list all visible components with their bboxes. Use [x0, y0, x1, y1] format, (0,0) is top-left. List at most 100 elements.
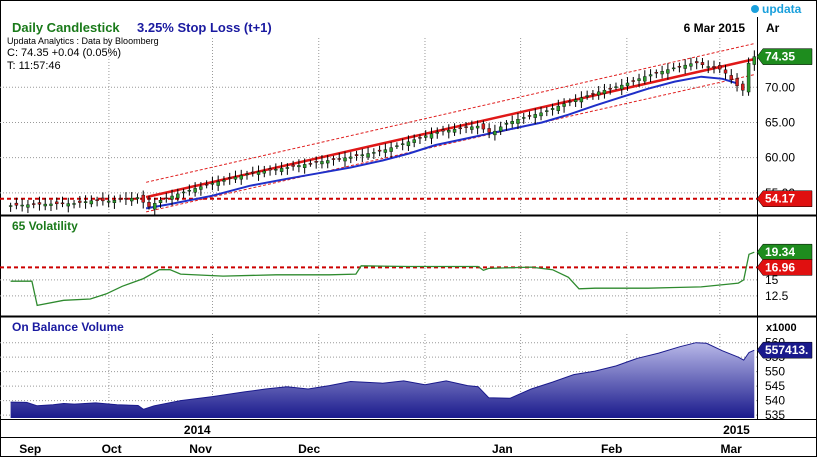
candle-body	[562, 103, 566, 107]
candle-body	[31, 203, 36, 205]
candle-body	[141, 194, 145, 203]
candle-body	[746, 62, 751, 93]
candle-body	[78, 200, 82, 203]
candle-body	[228, 177, 232, 179]
candle-body	[372, 152, 376, 154]
candle-body	[608, 88, 612, 90]
time-readout: T: 11:57:46	[7, 60, 61, 72]
volatility-line	[10, 251, 755, 307]
candle-body	[694, 61, 699, 64]
candle-body	[470, 126, 474, 130]
candle-body	[274, 169, 278, 171]
x-tick-label: Oct	[102, 442, 122, 456]
volatility-value-badge: 19.34	[756, 243, 813, 261]
y-tick-label: 535	[765, 408, 785, 422]
candle-body	[596, 91, 601, 96]
x-tick-label: Dec	[298, 442, 320, 456]
x-tick-label: Jan	[492, 442, 513, 456]
candle-body	[418, 137, 422, 139]
candle-body	[95, 199, 99, 201]
candle-body	[602, 89, 607, 94]
candle-body	[712, 66, 716, 69]
chart-date: 6 Mar 2015	[684, 21, 746, 35]
candle-body	[585, 95, 589, 97]
x-tick-label: Nov	[189, 442, 212, 456]
candle-body	[591, 93, 595, 95]
chart-title: Daily Candlestick	[12, 20, 120, 35]
last-price-badge: 74.35	[756, 48, 813, 65]
candle-body	[49, 203, 53, 206]
candle-body	[366, 153, 370, 158]
candle-body	[60, 202, 65, 205]
candle-body	[101, 197, 105, 202]
candle-body	[435, 131, 439, 134]
candle-body	[129, 197, 134, 202]
candle-body	[383, 149, 388, 153]
candle-body	[193, 188, 197, 193]
candle-body	[614, 86, 618, 88]
candle-body	[302, 164, 307, 168]
candle-body	[729, 75, 733, 80]
candle-body	[26, 204, 30, 208]
axis-unit-label: Ar	[766, 21, 780, 35]
candle-body	[308, 163, 313, 165]
candle-body	[487, 128, 491, 133]
candle-body	[643, 76, 647, 82]
candle-body	[395, 145, 399, 147]
candle-body	[377, 149, 382, 152]
trend-line	[145, 57, 755, 199]
candle-body	[452, 129, 457, 133]
candle-body	[210, 182, 215, 185]
candle-body	[648, 74, 653, 77]
candle-body	[124, 197, 128, 200]
y-tick-label: 60.00	[765, 151, 795, 165]
volatility-ref-badge: 16.96	[756, 259, 813, 276]
candle-body	[527, 115, 532, 117]
candle-body	[112, 200, 117, 204]
candle-body	[268, 168, 272, 171]
candle-body	[176, 193, 180, 199]
candle-body	[233, 176, 238, 180]
candle-body	[481, 123, 486, 130]
y-tick-label: 65.00	[765, 115, 795, 129]
updata-logo: updata	[751, 2, 802, 16]
candle-body	[625, 82, 630, 87]
candle-body	[106, 200, 111, 203]
candle-body	[568, 101, 572, 103]
candle-body	[20, 204, 24, 207]
candle-body	[498, 126, 503, 132]
stop-level-badge-text: 54.17	[765, 192, 795, 206]
candle-body	[181, 191, 186, 194]
brand-name: updata	[762, 2, 802, 16]
candle-body	[412, 139, 416, 143]
candle-body	[539, 112, 543, 117]
y-tick-label: 545	[765, 379, 785, 393]
candle-body	[216, 181, 220, 186]
candle-body	[464, 126, 468, 128]
obv-value-badge: 557413.	[756, 341, 813, 359]
candle-body	[533, 114, 537, 118]
candle-body	[158, 200, 163, 203]
candle-body	[389, 147, 393, 152]
candle-body	[360, 154, 365, 157]
last-price-badge-text: 74.35	[765, 50, 795, 64]
candle-body	[458, 127, 463, 130]
study-title: 3.25% Stop Loss (t+1)	[137, 20, 272, 35]
candle-body	[654, 72, 659, 74]
channel-upper-line	[145, 43, 755, 183]
candle-body	[354, 154, 359, 156]
channel-lower-line	[145, 74, 755, 213]
candle-body	[204, 184, 209, 186]
moving-average-line	[145, 75, 739, 210]
stop-level-badge: 54.17	[756, 190, 813, 207]
candle-body	[320, 161, 324, 165]
volatility-value-badge-text: 19.34	[765, 245, 795, 259]
candle-body	[245, 173, 249, 176]
candle-body	[199, 186, 203, 190]
year-label: 2015	[723, 423, 750, 437]
obv-line	[10, 342, 755, 410]
candle-body	[556, 105, 561, 111]
candle-body	[406, 141, 411, 147]
